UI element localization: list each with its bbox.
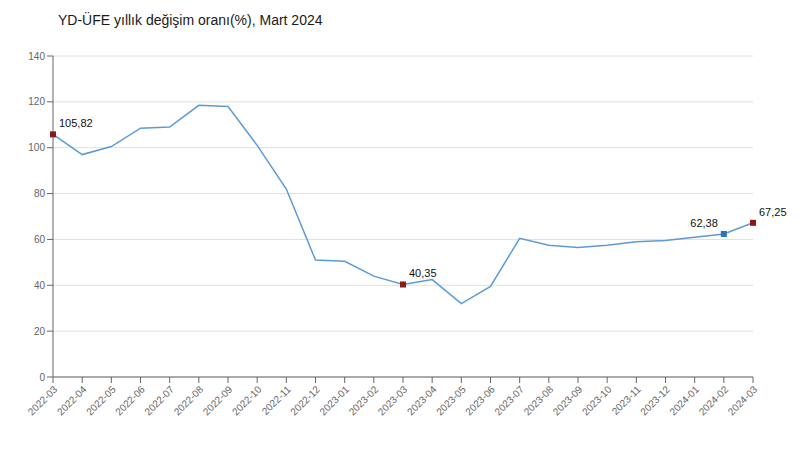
svg-text:2023-08: 2023-08 bbox=[522, 383, 556, 417]
html-text:YD-ÜFE yıllık değişim oranı(%): YD-ÜFE yıllık değişim oranı(%), Mart 202… bbox=[58, 12, 323, 28]
svg-text:40: 40 bbox=[34, 280, 46, 291]
svg-text:2023-02: 2023-02 bbox=[347, 383, 381, 417]
svg-text:2022-09: 2022-09 bbox=[201, 383, 235, 417]
svg-text:105,82: 105,82 bbox=[59, 117, 93, 129]
svg-text:2022-11: 2022-11 bbox=[260, 383, 294, 417]
svg-text:2023-10: 2023-10 bbox=[580, 383, 614, 417]
svg-text:120: 120 bbox=[28, 96, 45, 107]
svg-text:2022-07: 2022-07 bbox=[142, 383, 176, 417]
svg-text:80: 80 bbox=[34, 188, 46, 199]
svg-text:60: 60 bbox=[34, 234, 46, 245]
svg-text:2022-04: 2022-04 bbox=[55, 383, 89, 417]
svg-text:2023-07: 2023-07 bbox=[492, 383, 526, 417]
svg-text:2024-03: 2024-03 bbox=[726, 383, 760, 417]
svg-text:2022-06: 2022-06 bbox=[113, 383, 147, 417]
svg-text:40,35: 40,35 bbox=[409, 267, 437, 279]
svg-text:2023-01: 2023-01 bbox=[317, 383, 351, 417]
svg-text:2022-03: 2022-03 bbox=[26, 383, 60, 417]
svg-text:67,25: 67,25 bbox=[759, 206, 787, 218]
svg-text:100: 100 bbox=[28, 142, 45, 153]
svg-text:2022-12: 2022-12 bbox=[288, 383, 322, 417]
svg-text:2023-06: 2023-06 bbox=[463, 383, 497, 417]
svg-text:0: 0 bbox=[39, 372, 45, 383]
svg-text:2023-11: 2023-11 bbox=[610, 383, 644, 417]
svg-text:2023-04: 2023-04 bbox=[405, 383, 439, 417]
svg-text:2023-12: 2023-12 bbox=[638, 383, 672, 417]
svg-text:20: 20 bbox=[34, 326, 46, 337]
svg-text:62,38: 62,38 bbox=[690, 217, 718, 229]
svg-text:2022-05: 2022-05 bbox=[84, 383, 118, 417]
svg-text:2024-01: 2024-01 bbox=[667, 383, 701, 417]
svg-text:2023-05: 2023-05 bbox=[434, 383, 468, 417]
svg-text:2023-09: 2023-09 bbox=[551, 383, 585, 417]
svg-text:2022-10: 2022-10 bbox=[230, 383, 264, 417]
svg-text:2022-08: 2022-08 bbox=[172, 383, 206, 417]
svg-text:2024-02: 2024-02 bbox=[697, 383, 731, 417]
svg-text:140: 140 bbox=[28, 51, 45, 62]
svg-text:2023-03: 2023-03 bbox=[376, 383, 410, 417]
